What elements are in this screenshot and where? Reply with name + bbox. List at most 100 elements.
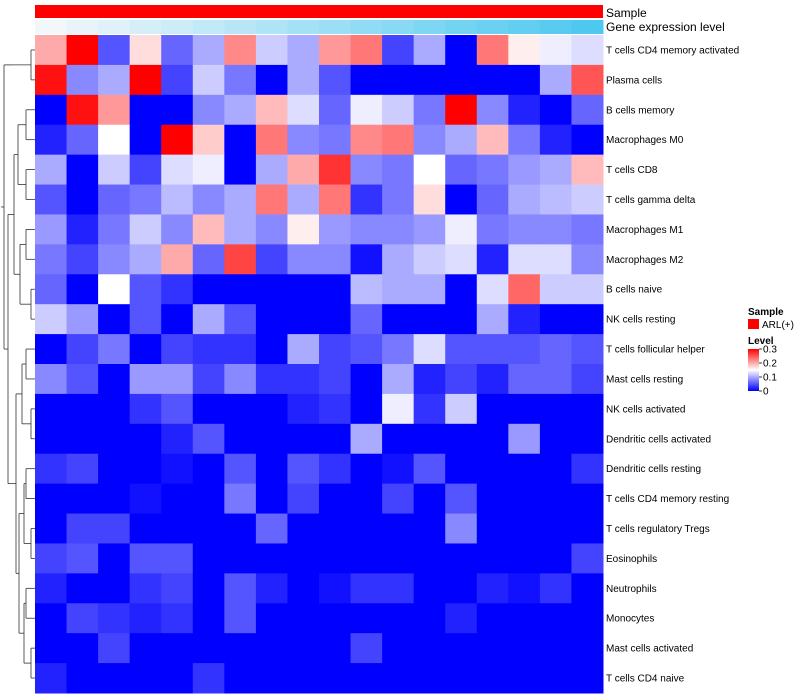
heatmap-cell [508,364,541,395]
heatmap-cell [98,184,131,215]
heatmap-cell [255,633,288,664]
heatmap-cell [413,154,446,186]
heatmap-cell [192,603,225,634]
heatmap-cell [192,543,225,574]
heatmap-cell [476,423,509,455]
heatmap-cell [129,423,162,455]
heatmap-cell [192,274,225,305]
legend-sample-entry: ARL(+) [762,320,794,331]
heatmap-cell [224,64,257,96]
heatmap-cell [35,573,68,604]
heatmap-cell [255,184,288,215]
heatmap-cell [161,364,194,395]
heatmap-cell [571,453,604,485]
heatmap-cell [350,453,383,485]
heatmap-cell [224,334,257,365]
heatmap-cell [287,543,320,574]
heatmap-cell [98,124,131,156]
heatmap-cell [539,423,572,455]
heatmap-cell [98,304,131,335]
heatmap-cell [319,94,352,126]
row-label: T cells CD4 naive [606,674,685,685]
heatmap-cell [319,573,352,604]
annotation-cell-expression [98,20,131,34]
heatmap-cell [161,94,194,126]
heatmap-cell [287,483,320,515]
heatmap-cell [539,274,572,305]
heatmap-cell [319,364,352,395]
heatmap-cell [35,633,68,664]
heatmap-cell [255,244,288,275]
heatmap-cell [382,483,415,515]
heatmap-cell [66,35,99,66]
heatmap-cell [445,603,478,634]
heatmap-cell [255,663,288,694]
heatmap-cell [161,483,194,515]
heatmap-cell [224,663,257,694]
heatmap-cell [287,393,320,425]
heatmap-cell [445,573,478,604]
heatmap-cell [571,124,604,156]
heatmap-cell [224,214,257,245]
heatmap-cell [445,663,478,694]
heatmap-cell [98,453,131,485]
heatmap-cell [350,244,383,275]
heatmap-cell [224,124,257,156]
heatmap-cell [35,214,68,245]
heatmap-cell [539,364,572,395]
heatmap-cell [539,573,572,604]
row-label: B cells memory [606,105,674,116]
heatmap-cell [319,244,352,275]
heatmap-cell [508,184,541,215]
heatmap-cell [539,663,572,694]
heatmap-cell [129,573,162,604]
heatmap-cell [413,513,446,544]
heatmap-cell [319,663,352,694]
legend: Sample ARL(+) Level 0.3 0.2 0.1 0 [748,307,794,398]
heatmap-cell [508,214,541,245]
heatmap-cell [98,423,131,455]
legend-level-title: Level [748,336,774,347]
row-label: Mast cells resting [606,374,683,385]
heatmap-cell [413,124,446,156]
heatmap-cell [224,304,257,335]
heatmap-cell [508,304,541,335]
heatmap-cell [350,603,383,634]
heatmap-cell [287,663,320,694]
heatmap-cell [66,423,99,455]
annotation-cell-expression [476,20,509,34]
heatmap-cell [192,364,225,395]
heatmap-cell [508,633,541,664]
heatmap-cell [319,603,352,634]
heatmap-cell [445,64,478,96]
heatmap-cell [255,214,288,245]
heatmap-cell [445,334,478,365]
heatmap-cell [508,603,541,634]
heatmap-cell [66,274,99,305]
heatmap-cell [382,35,415,66]
heatmap-cell [287,573,320,604]
heatmap-cell [350,663,383,694]
heatmap-cell [539,214,572,245]
heatmap-cell [255,274,288,305]
row-label: NK cells resting [606,315,675,326]
heatmap-cell [35,244,68,275]
heatmap-cell [161,214,194,245]
heatmap-cell [319,334,352,365]
heatmap-cell [98,483,131,515]
heatmap-cell [192,304,225,335]
heatmap-cell [413,663,446,694]
heatmap-cell [161,663,194,694]
heatmap-cell [66,124,99,156]
heatmap-cell [539,513,572,544]
heatmap-cell [98,543,131,574]
row-label: Macrophages M2 [606,255,684,266]
heatmap-cell [192,393,225,425]
heatmap-cell [255,154,288,186]
heatmap-cell [224,633,257,664]
heatmap-cell [476,184,509,215]
heatmap-cell [571,543,604,574]
heatmap-cell [445,244,478,275]
heatmap-cell [192,154,225,186]
heatmap-cells [35,35,604,694]
